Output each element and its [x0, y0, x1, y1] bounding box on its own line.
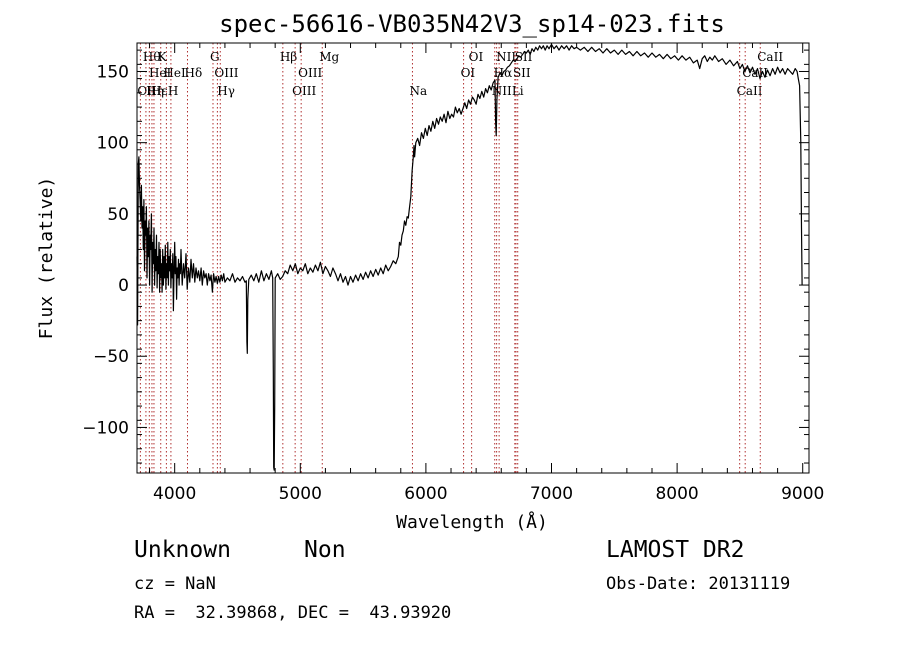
line-label: Hγ — [217, 84, 235, 98]
line-label: OIII — [298, 66, 322, 80]
cz-value: cz = NaN — [134, 574, 216, 594]
line-label: Mg — [319, 50, 339, 64]
y-tick-label: 50 — [107, 205, 129, 225]
line-label: OIII — [214, 66, 238, 80]
y-tick-label: −50 — [93, 347, 129, 367]
y-tick-label: 100 — [97, 134, 129, 154]
line-label: G — [210, 50, 220, 64]
line-label: NII — [496, 50, 516, 64]
x-axis-label: Wavelength (Å) — [396, 511, 548, 533]
x-tick-label: 4000 — [153, 484, 196, 504]
line-label: HeI — [163, 66, 186, 80]
y-tick-label: −100 — [82, 418, 129, 438]
line-label: OI — [461, 66, 476, 80]
emission-line-markers: OIIIHθHηHeIHεKHeIHHδGOIIIHγHβOIIIOIIIMgN… — [137, 43, 783, 473]
x-tick-label: 6000 — [404, 484, 447, 504]
x-tick-label: 8000 — [655, 484, 698, 504]
line-label: SII — [513, 66, 531, 80]
chart-title: spec-56616-VB035N42V3_sp14-023.fits — [219, 10, 725, 38]
object-subtype: Non — [304, 537, 346, 563]
plot-frame — [136, 42, 810, 474]
line-label: OI — [469, 50, 484, 64]
line-label: Hε — [151, 84, 168, 98]
x-tick-label: 5000 — [279, 484, 322, 504]
ra-dec: RA = 32.39868, DEC = 43.93920 — [134, 603, 452, 623]
line-label: CaII — [757, 50, 783, 64]
spectrum-series — [136, 43, 803, 471]
line-label: Na — [409, 84, 427, 98]
line-label: Hβ — [280, 50, 297, 64]
spectrum-line — [136, 43, 803, 471]
survey-name: LAMOST DR2 — [606, 537, 745, 563]
line-label: Hδ — [184, 66, 202, 80]
line-label: K — [158, 50, 168, 64]
x-axis: 4000 5000 6000 7000 8000 9000 — [149, 43, 824, 504]
object-type: Unknown — [134, 537, 231, 563]
line-label: Hη — [146, 84, 164, 98]
line-label: OIII — [292, 84, 316, 98]
y-axis-label: Flux (relative) — [36, 177, 57, 340]
line-label: H — [168, 84, 178, 98]
line-label: SII — [515, 50, 533, 64]
line-label: HeI — [149, 66, 172, 80]
line-label: CaII — [737, 84, 763, 98]
x-tick-label: 9000 — [781, 484, 824, 504]
obs-date: Obs-Date: 20131119 — [606, 574, 791, 594]
x-tick-label: 7000 — [530, 484, 573, 504]
y-tick-label: 150 — [97, 62, 129, 82]
line-label: Hθ — [143, 50, 161, 64]
y-axis: −100 −50 0 50 100 150 — [82, 49, 809, 464]
y-tick-label: 0 — [118, 276, 129, 296]
